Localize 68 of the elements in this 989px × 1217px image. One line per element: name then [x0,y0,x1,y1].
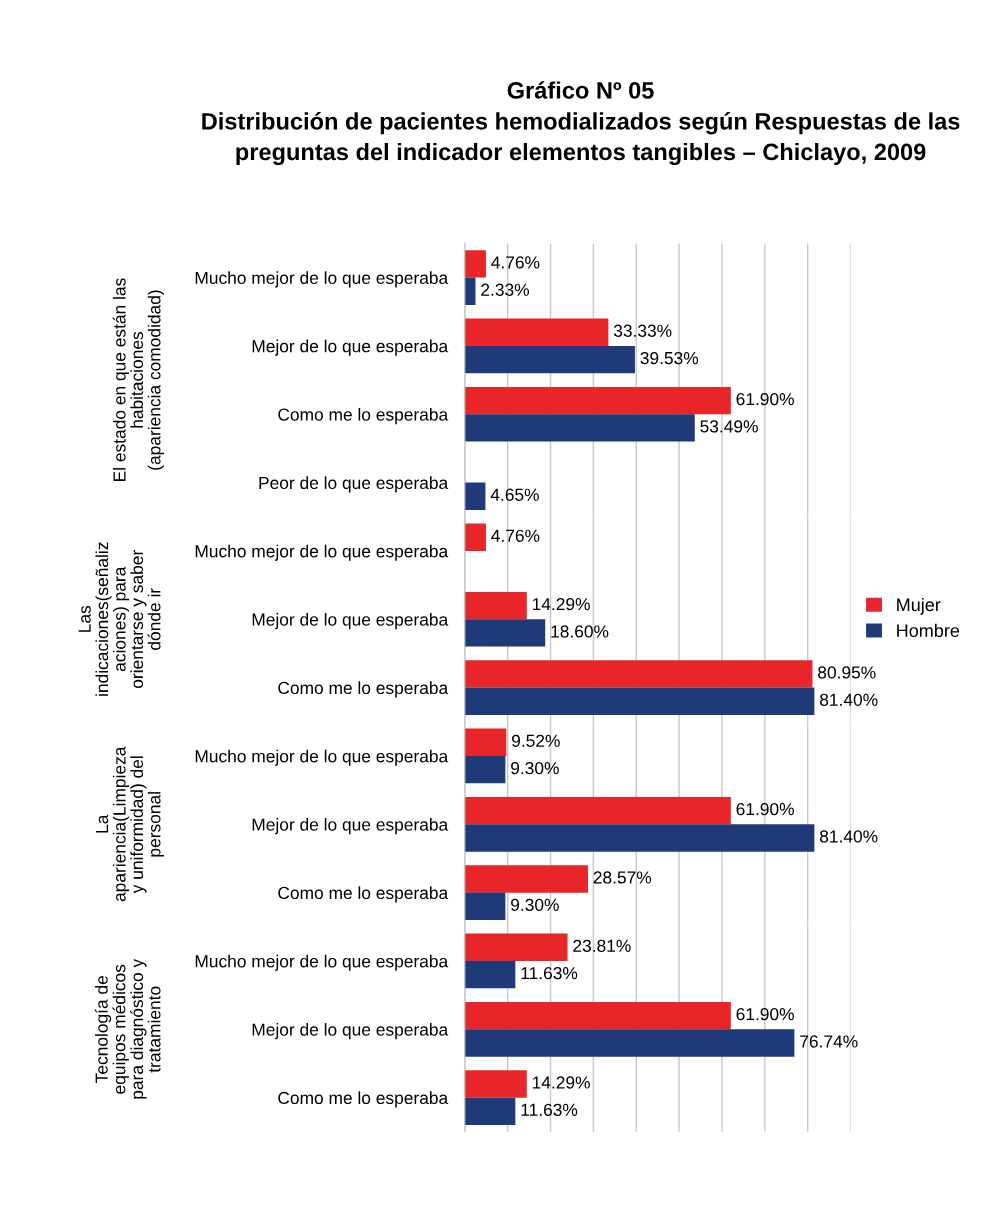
y-tick-label: Como me lo esperaba [278,886,449,903]
data-label: 61.90% [736,392,794,406]
y-tick-label: Mejor de lo que esperaba [252,339,449,356]
bar [464,482,486,510]
bar [464,414,695,442]
bar [464,687,815,715]
bar [464,619,546,647]
y-tick-label: Como me lo esperaba [278,407,449,425]
y-tick-label: Mucho mejor de lo que esperaba [195,544,449,561]
legend-label: Mujer [897,597,941,615]
y-axis-title: Las indicaciones(señaliz aciones) para orientarse y saber dónde ir [78,542,161,696]
data-label: 23.81% [573,939,631,952]
bar [464,345,635,374]
bar [464,591,527,620]
legend-label: Hombre [897,623,960,638]
data-label: 76.74% [800,1035,858,1048]
data-label: 9.30% [511,761,559,775]
data-label: 9.52% [512,734,560,747]
y-tick-label: Mejor de lo que esperaba [252,612,449,630]
y-tick-label: Mucho mejor de lo que esperaba [195,271,449,288]
bar [464,824,815,852]
data-label: 80.95% [818,666,876,679]
data-label: 33.33% [613,324,672,337]
data-label: 53.49% [700,420,758,433]
y-tick-label: Mucho mejor de lo que esperaba [195,749,449,766]
y-tick-label: Peor de lo que esperaba [259,476,449,493]
y-axis-title: La apariencia(Limpieza y uniformidad) del personal [96,746,164,902]
chart-title: Gráfico Nº 05 Distribución de pacientes hemodializados según Respuestas de las preguntas del indicador elementos tangibles – Chiclayo, 2009 [202,81,960,166]
bar [464,728,507,756]
y-axis-title: El estado en que están las habitaciones (apariencia comodidad) [112,278,164,481]
bar [464,1001,731,1030]
y-tick-label: Como me lo esperaba [278,681,449,698]
bar [464,1097,516,1125]
bar [464,865,588,893]
data-label: 11.63% [521,1103,578,1116]
bar [464,386,731,415]
bar [464,892,506,920]
y-tick-label: Mejor de lo que esperaba [252,817,449,835]
bar [464,660,813,688]
data-label: 14.29% [532,597,590,611]
bar [464,318,609,346]
data-label: 4.65% [490,488,539,501]
bar [464,277,476,305]
data-label: 28.57% [593,871,652,884]
bar [464,1070,527,1098]
bar [464,933,568,961]
y-axis-title: Tecnología de equipos médicos para diagnóstico y tratamiento [94,958,161,1099]
data-label: 9.30% [511,898,559,911]
data-label: 61.90% [736,802,794,816]
bar [464,250,486,278]
bar [464,523,486,551]
data-label: 18.60% [551,625,609,638]
data-label: 4.76% [491,529,540,542]
bar [464,796,731,825]
y-tick-label: Como me lo esperaba [278,1091,449,1108]
data-label: 2.33% [481,283,529,296]
y-tick-label: Mejor de lo que esperaba [252,1023,449,1040]
bar [464,755,506,784]
y-tick-label: Mucho mejor de lo que esperaba [195,954,449,971]
bar [464,960,516,989]
data-label: 11.63% [521,967,578,980]
data-label: 14.29% [532,1076,590,1089]
data-label: 4.76% [491,256,540,269]
data-label: 81.40% [819,830,878,843]
bar [464,1029,795,1057]
data-label: 81.40% [819,693,878,706]
data-label: 61.90% [736,1008,794,1021]
data-label: 39.53% [640,351,699,365]
